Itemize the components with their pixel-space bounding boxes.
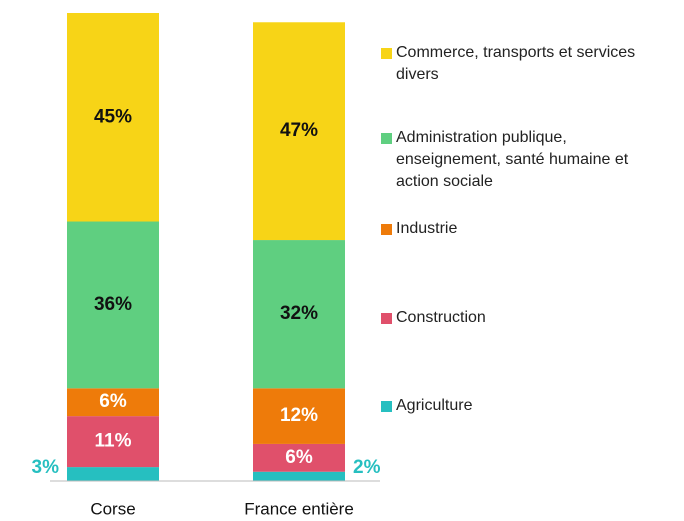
x-tick-label: Corse [90, 499, 135, 518]
x-tick-label: France entière [244, 499, 354, 518]
bar-segment [253, 240, 345, 389]
legend-swatch [381, 48, 392, 59]
data-label: 3% [32, 457, 60, 478]
data-label: 2% [353, 457, 381, 478]
bar-segment [67, 416, 159, 468]
legend-swatch [381, 224, 392, 235]
data-label: 6% [285, 447, 313, 468]
data-label: 45% [94, 106, 132, 127]
data-label: 47% [280, 120, 318, 141]
data-label: 32% [280, 303, 318, 324]
bar-segment [67, 13, 159, 222]
data-label: 11% [95, 431, 132, 452]
data-label: 36% [94, 294, 132, 315]
bar-segment [253, 388, 345, 444]
data-label: 6% [99, 391, 127, 412]
bar-segment [253, 22, 345, 241]
bar-segment [253, 471, 345, 481]
legend-label: Administration publique, enseignement, s… [396, 129, 629, 190]
bar-segment [67, 388, 159, 417]
bar-segment [67, 221, 159, 389]
bar-segment [253, 443, 345, 472]
legend-label: Commerce, transports et services divers [396, 44, 636, 83]
legend-label: Agriculture [396, 397, 473, 414]
legend-swatch [381, 313, 392, 324]
legend-label: Industrie [396, 220, 458, 237]
bar-segment [67, 467, 159, 481]
legend-swatch [381, 401, 392, 412]
legend-swatch [381, 133, 392, 144]
data-label: 12% [280, 405, 318, 426]
legend-label: Construction [396, 309, 486, 326]
